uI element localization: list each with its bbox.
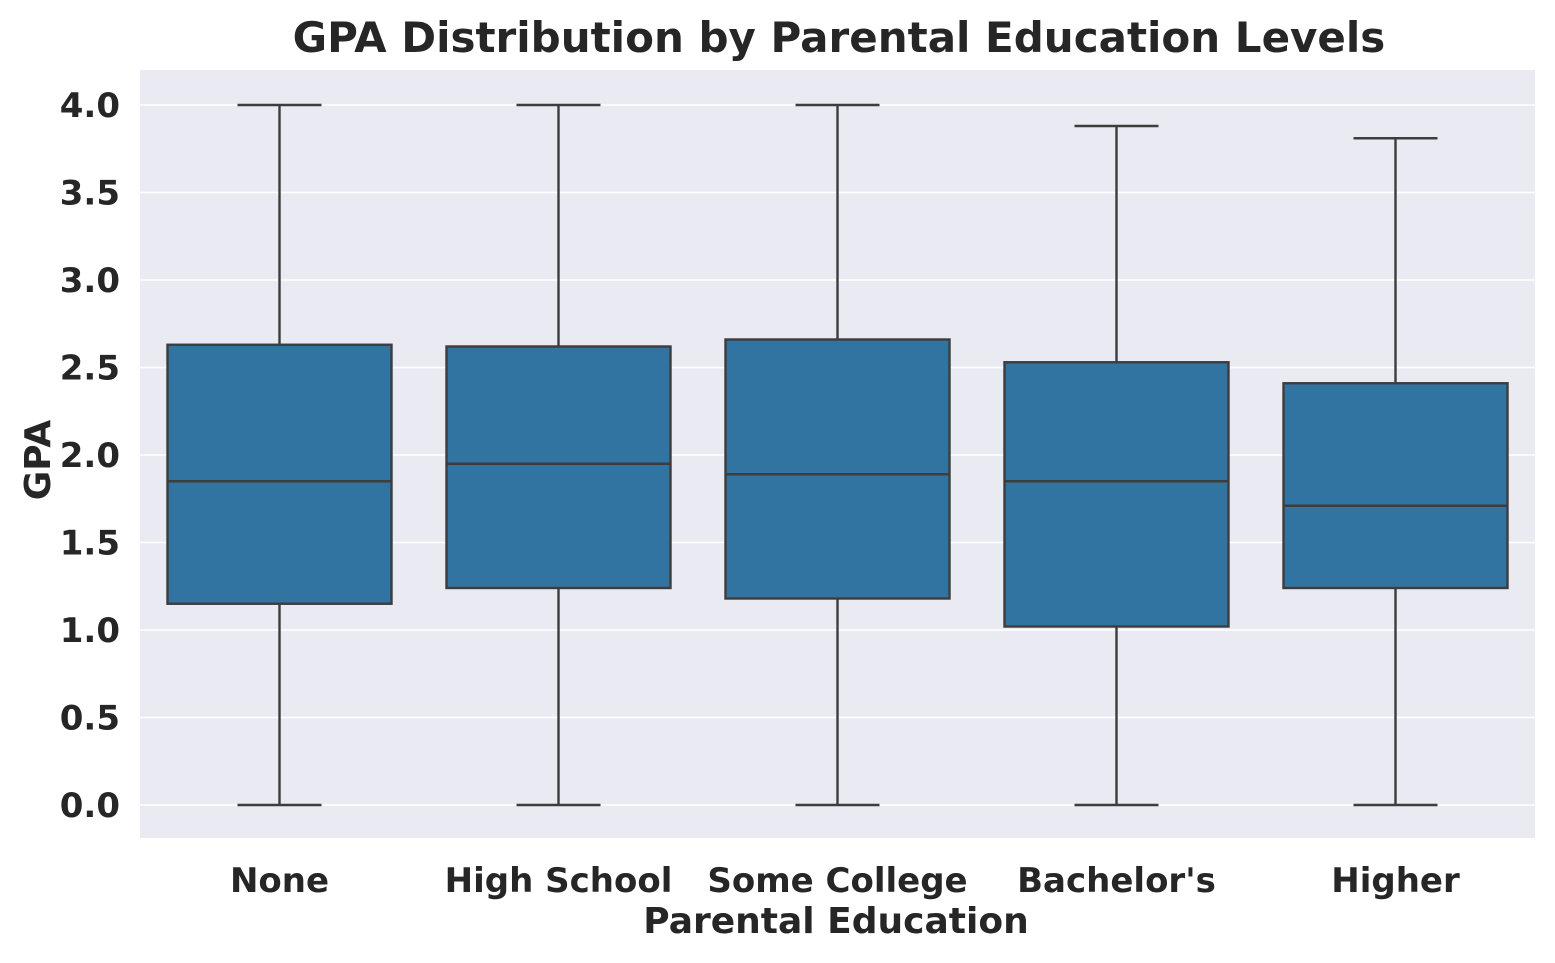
x-tick-label: Some College <box>707 861 967 901</box>
x-tick-label: None <box>230 861 329 901</box>
x-axis-label: Parental Education <box>643 901 1028 942</box>
chart-title: GPA Distribution by Parental Education L… <box>293 13 1386 62</box>
y-tick-label: 2.5 <box>60 349 120 389</box>
y-tick-label: 0.5 <box>60 699 120 739</box>
iqr-box <box>445 345 672 590</box>
y-tick-label: 1.0 <box>60 611 120 651</box>
x-tick-label: Higher <box>1331 861 1460 901</box>
y-tick-label: 3.0 <box>60 261 120 301</box>
iqr-box <box>166 343 393 605</box>
boxes <box>166 103 1509 807</box>
box-group <box>1003 124 1230 807</box>
box-group <box>445 103 672 807</box>
y-tick-label: 1.5 <box>60 524 120 564</box>
box-group <box>1282 137 1509 807</box>
box-group <box>166 103 393 807</box>
y-tick-label: 4.0 <box>60 86 120 126</box>
y-tick-label: 2.0 <box>60 436 120 476</box>
y-tick-label: 0.0 <box>60 786 120 826</box>
x-tick-label: High School <box>445 861 673 901</box>
iqr-box <box>724 338 951 600</box>
box-group <box>724 103 951 807</box>
iqr-box <box>1003 361 1230 628</box>
y-tick-label: 3.5 <box>60 174 120 214</box>
x-tick-labels: None High School Some College Bachelor's Hig… <box>230 861 1460 901</box>
y-tick-labels: 0.0 0.5 1.0 1.5 2.0 2.5 3.0 3.5 4.0 <box>60 86 120 826</box>
y-axis-label: GPA <box>18 420 59 501</box>
iqr-box <box>1282 382 1509 590</box>
x-tick-label: Bachelor's <box>1017 861 1216 901</box>
